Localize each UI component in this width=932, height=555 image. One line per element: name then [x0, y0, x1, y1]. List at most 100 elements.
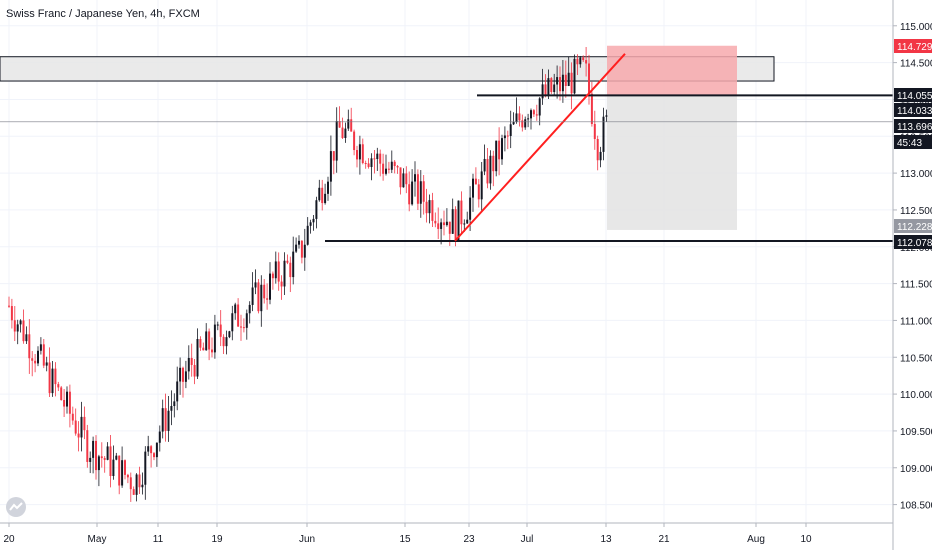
candle-body	[396, 166, 399, 168]
candle-body	[118, 455, 121, 486]
stop-loss-area[interactable]	[607, 45, 737, 96]
candle-body	[231, 313, 234, 332]
candle-body	[213, 324, 216, 353]
candle-body	[219, 324, 222, 337]
price-label-bg	[894, 39, 932, 53]
candle-body	[350, 119, 353, 132]
candle-body	[573, 58, 576, 94]
candle-body	[382, 163, 385, 174]
candle-body	[596, 139, 599, 161]
candle-body	[582, 57, 585, 61]
candle-body	[271, 273, 274, 279]
candle-body	[222, 336, 225, 347]
candle-body	[341, 127, 344, 138]
candle-body	[448, 221, 451, 234]
y-tick-label: 110.500	[900, 353, 932, 364]
candle-body	[512, 121, 515, 125]
candle-body	[318, 187, 321, 201]
x-tick-label: 13	[600, 534, 612, 545]
candle-body	[54, 368, 57, 385]
y-tick-label: 110.000	[900, 390, 932, 401]
candle-body	[295, 244, 298, 252]
candle-body	[474, 178, 477, 185]
candle-body	[277, 261, 280, 282]
candle-body	[187, 357, 190, 372]
candle-body	[399, 167, 402, 188]
candle-body	[202, 347, 205, 351]
candle-body	[498, 140, 501, 160]
candle-body	[109, 446, 112, 477]
price-label: 114.033	[897, 106, 932, 117]
candle-body	[266, 298, 269, 300]
candle-body	[63, 400, 66, 407]
tradingview-logo-icon[interactable]	[6, 497, 26, 517]
candle-body	[451, 209, 454, 234]
candle-body	[51, 368, 54, 394]
candle-body	[126, 474, 129, 478]
price-label-bg	[894, 119, 932, 133]
candle-body	[83, 416, 86, 431]
candle-body	[184, 371, 187, 382]
candle-body	[57, 384, 60, 388]
candle-body	[402, 173, 405, 188]
candle-body	[347, 119, 350, 129]
candle-body	[332, 151, 335, 161]
candle-body	[387, 168, 390, 170]
candle-body	[561, 74, 564, 92]
candle-body	[303, 244, 306, 258]
candle-body	[443, 222, 445, 226]
candle-body	[16, 324, 19, 332]
candle-body	[164, 408, 167, 431]
candle-body	[158, 431, 161, 443]
candle-body	[112, 459, 115, 477]
y-tick-label: 108.500	[900, 501, 932, 512]
candle-body	[251, 287, 254, 305]
candle-body	[141, 484, 144, 488]
candle-body	[358, 144, 361, 160]
candle-body	[492, 155, 495, 172]
candle-body	[292, 251, 295, 278]
candle-body	[532, 110, 535, 115]
candle-body	[193, 364, 196, 377]
candle-body	[556, 77, 559, 85]
y-tick-label: 114.500	[900, 59, 932, 70]
candle-body	[431, 200, 434, 221]
candle-body	[599, 151, 602, 161]
candle-body	[335, 121, 338, 161]
y-tick-label: 111.500	[900, 280, 932, 291]
candle-body	[361, 144, 364, 164]
candle-body	[37, 350, 39, 364]
candle-body	[225, 337, 228, 347]
candle-body	[472, 178, 474, 198]
candle-body	[466, 219, 469, 224]
candle-body	[428, 200, 431, 214]
y-tick-label: 115.000	[900, 22, 932, 33]
candle-body	[103, 458, 106, 460]
candle-body	[367, 163, 370, 167]
candle-body	[315, 200, 318, 219]
candle-body	[280, 281, 283, 287]
candle-body	[283, 260, 286, 287]
trend-line[interactable]	[454, 53, 626, 242]
candle-body	[60, 387, 63, 401]
x-tick-label: 19	[211, 534, 223, 545]
candle-body	[419, 181, 422, 204]
candle-body	[321, 187, 324, 204]
candle-body	[564, 74, 567, 86]
x-tick-label: 15	[399, 534, 411, 545]
candle-body	[254, 282, 257, 288]
candle-body	[42, 344, 45, 366]
candle-body	[176, 381, 179, 402]
candle-body	[106, 446, 109, 460]
price-label: 112.228	[897, 222, 932, 233]
candle-body	[92, 440, 95, 458]
candle-body	[524, 119, 527, 128]
candle-body	[147, 446, 150, 452]
candle-body	[167, 410, 170, 431]
price-label: 112.078	[897, 238, 932, 249]
take-profit-area[interactable]	[607, 95, 737, 230]
candle-body	[518, 113, 521, 121]
candle-body	[248, 304, 251, 314]
